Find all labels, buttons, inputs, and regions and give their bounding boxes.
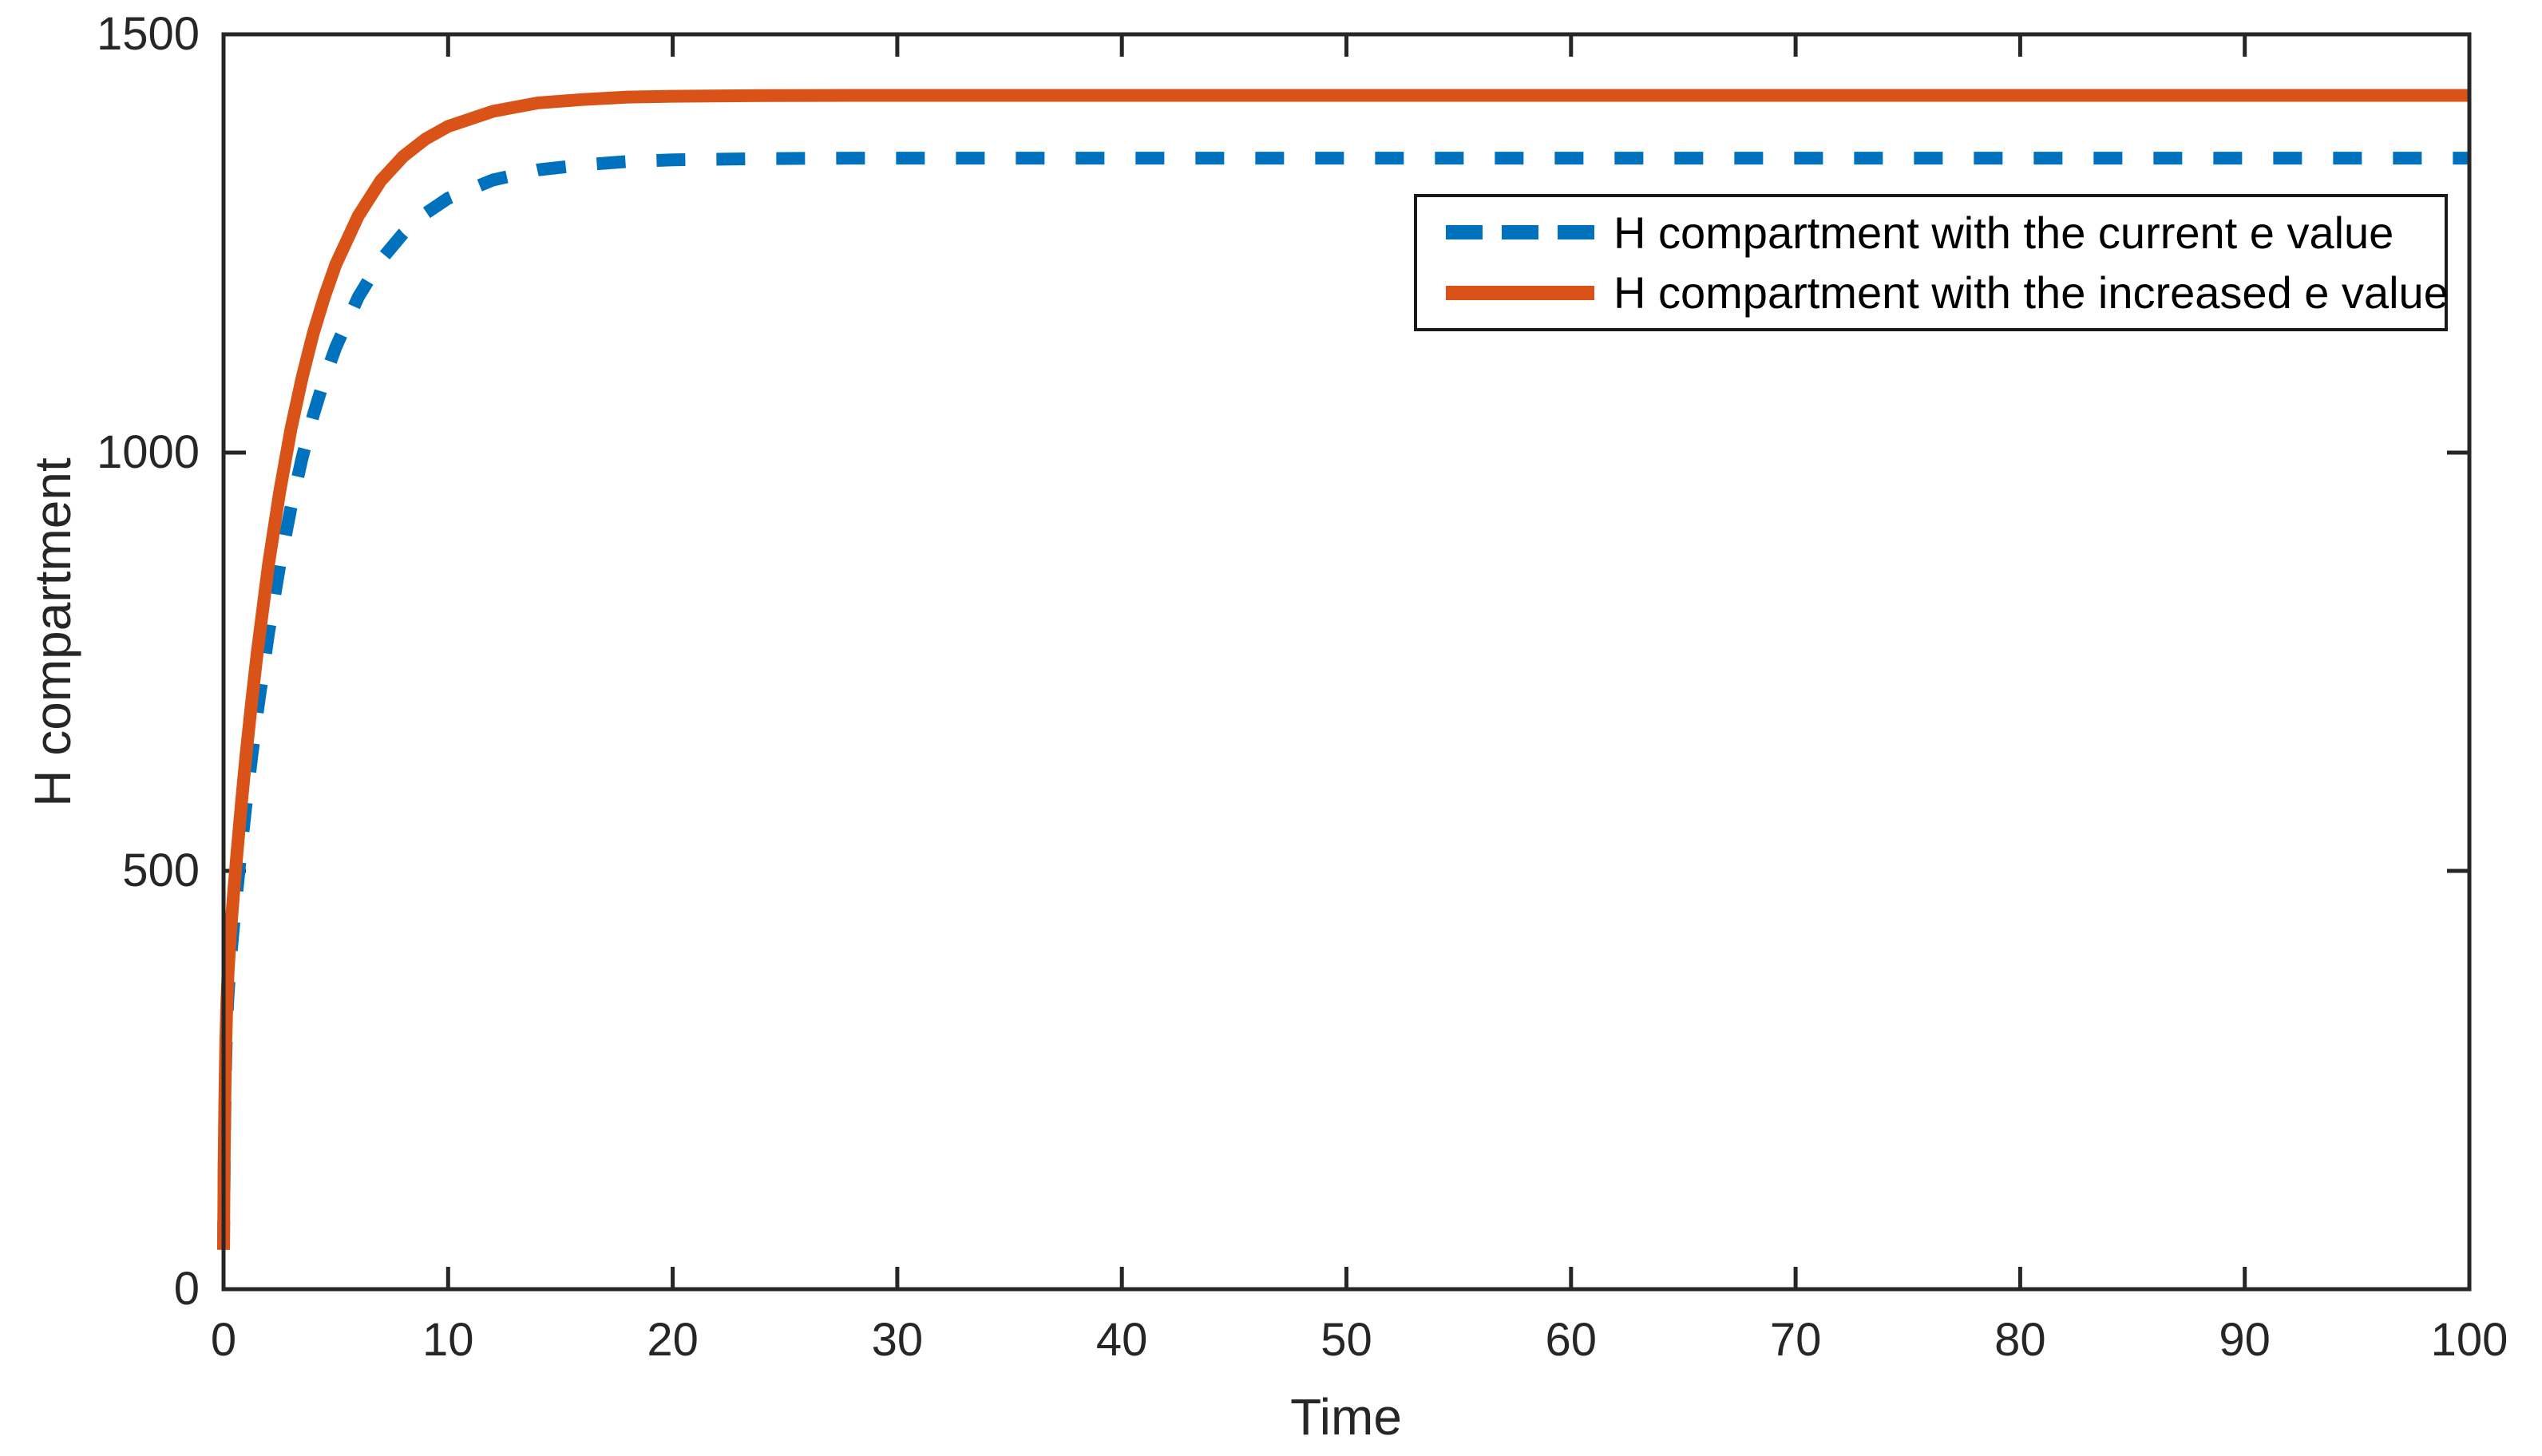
legend-label-current: H compartment with the current e value [1613, 207, 2394, 258]
x-tick-label: 60 [1545, 1314, 1598, 1366]
x-axis-label: Time [1290, 1388, 1402, 1446]
series-line-current-e-value [217, 152, 2469, 1250]
x-tick-label: 10 [422, 1314, 474, 1366]
legend: H compartment with the current e value H… [1414, 194, 2449, 331]
x-tick-label: 80 [1994, 1314, 2046, 1366]
series-line-increased-e-value [217, 89, 2469, 1250]
x-tick-label: 50 [1320, 1314, 1372, 1366]
x-tick-label: 0 [210, 1314, 237, 1366]
x-tick-label: 100 [2430, 1314, 2508, 1366]
plot-box-border [221, 32, 2472, 1292]
x-tick-label: 70 [1769, 1314, 1822, 1366]
y-axis-label: H compartment [24, 457, 81, 807]
legend-entry-increased: H compartment with the increased e value [1417, 263, 2449, 322]
y-tick-label: 1000 [96, 426, 200, 478]
x-tick-label: 30 [871, 1314, 924, 1366]
y-tick-label: 500 [122, 845, 200, 896]
legend-label-increased: H compartment with the increased e value [1613, 267, 2449, 318]
legend-sample-solid-line [1446, 285, 1594, 300]
legend-sample-dashed-line [1446, 225, 1594, 240]
legend-entry-current: H compartment with the current e value [1417, 203, 2445, 262]
x-tick-label: 90 [2219, 1314, 2271, 1366]
y-tick-label: 1500 [96, 8, 200, 60]
x-tick-label: 40 [1095, 1314, 1148, 1366]
x-tick-label: 20 [647, 1314, 699, 1366]
y-tick-label: 0 [173, 1263, 200, 1315]
